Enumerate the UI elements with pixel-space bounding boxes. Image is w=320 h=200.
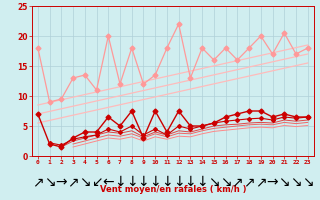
X-axis label: Vent moyen/en rafales ( km/h ): Vent moyen/en rafales ( km/h ) — [100, 185, 246, 194]
